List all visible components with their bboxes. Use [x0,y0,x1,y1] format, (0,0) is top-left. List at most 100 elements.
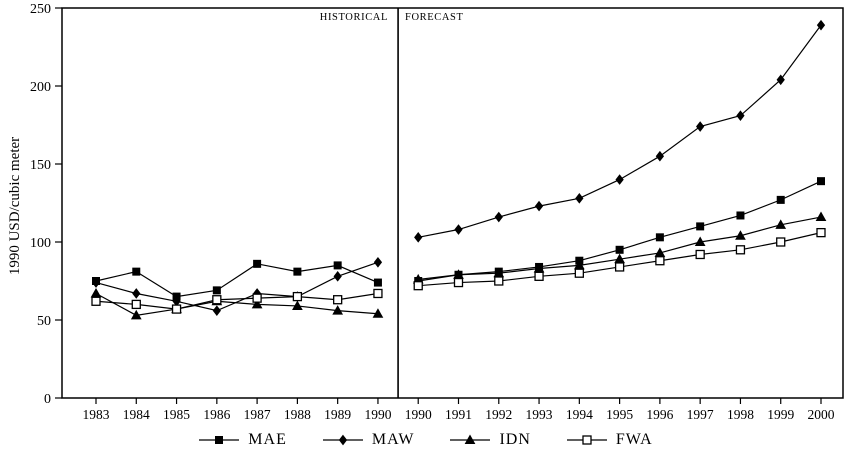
x-tick-label: 1996 [646,407,673,422]
marker-open-square [373,288,383,299]
y-tick-label: 150 [30,158,51,173]
marker-filled-triangle [372,308,384,318]
marker-filled-triangle [465,434,476,444]
x-tick-label: 1992 [485,407,512,422]
marker-open-square [212,295,222,305]
plot-frame [61,7,844,399]
marker-open-square [292,291,303,302]
filled-diamond-icon [322,434,363,446]
marker-filled-diamond [333,271,342,282]
marker-filled-square [132,267,141,276]
series-line-maw [418,24,822,238]
legend-label: MAW [371,431,415,448]
x-tick-label: 1994 [566,407,593,422]
legend: MAE MAW IDN FWA [0,427,850,453]
x-tick-label: 1990 [364,407,391,422]
marker-filled-diamond [696,121,705,132]
x-tick-label: 1989 [324,407,351,422]
y-tick-label: 250 [30,2,51,17]
legend-item-idn: IDN [448,431,530,449]
marker-open-square [735,245,746,255]
marker-open-square [695,249,705,260]
marker-filled-diamond [91,277,101,288]
legend-item-mae: MAE [197,431,287,449]
marker-filled-square [212,286,221,295]
y-tick-label: 100 [30,236,51,251]
legend-label: MAE [248,431,287,448]
marker-filled-diamond [655,150,665,162]
marker-filled-diamond [373,256,383,268]
marker-filled-triangle [90,287,102,298]
series-line-fwa [95,292,379,310]
marker-open-square [816,227,826,238]
marker-filled-square [253,259,262,268]
marker-filled-triangle [292,300,303,310]
marker-open-square [614,262,625,272]
marker-filled-square [696,222,705,231]
marker-open-square [582,435,592,445]
x-tick-label: 1998 [727,407,754,422]
marker-filled-diamond [816,19,826,31]
marker-open-square [453,277,464,288]
y-axis-label: 1990 USD/cubic meter [7,136,23,276]
y-tick-label: 50 [37,314,51,329]
marker-open-square [91,296,101,306]
marker-filled-square [655,233,664,242]
x-tick-label: 1999 [767,407,794,422]
x-tick-label: 1995 [606,407,633,422]
x-tick-label: 1983 [83,407,110,422]
x-tick-label: 1985 [163,407,190,422]
historical-label: HISTORICAL [319,12,388,23]
marker-filled-square [817,177,825,186]
marker-filled-diamond [615,174,624,185]
legend-label: IDN [499,431,531,448]
marker-filled-diamond [454,224,463,235]
legend-item-maw: MAW [321,431,415,449]
series-line-idn [95,292,378,316]
marker-open-square [655,256,665,266]
marker-open-square [333,295,343,305]
marker-filled-square [615,245,624,254]
legend-item-fwa: FWA [565,431,653,449]
marker-filled-diamond [534,200,544,212]
marker-filled-square [215,436,224,444]
x-tick-label: 1993 [526,407,553,422]
marker-filled-triangle [251,298,263,309]
marker-filled-triangle [775,219,787,229]
x-tick-label: 1984 [123,407,150,422]
marker-open-square [574,268,584,278]
marker-filled-triangle [332,305,344,315]
x-tick-label: 2000 [808,407,835,422]
filled-square-icon [199,436,240,444]
marker-open-square [413,281,423,291]
x-tick-label: 1991 [445,407,472,422]
x-tick-label: 1987 [244,407,271,422]
marker-open-square [534,271,544,281]
plot-area: 0 50 100 150 200 250 1983 1984 1985 1986 1987 1988 1… [30,2,844,422]
marker-filled-square [333,261,342,270]
x-tick-label: 1988 [284,407,311,422]
marker-filled-square [776,195,785,204]
legend-label: FWA [615,431,653,448]
marker-filled-square [736,211,745,220]
marker-filled-triangle [694,236,706,246]
marker-filled-triangle [815,211,827,222]
marker-open-square [494,276,504,286]
marker-filled-square [373,278,382,287]
marker-filled-square [293,267,302,276]
marker-filled-triangle [130,309,142,320]
y-tick-label: 200 [30,80,51,95]
series-line-mae [95,263,379,298]
marker-filled-diamond [212,305,221,316]
marker-open-square [252,293,262,303]
x-tick-label: 1997 [687,407,714,422]
marker-filled-triangle [735,230,746,240]
marker-open-square [131,299,141,310]
open-square-icon [566,435,607,445]
y-tick-label: 0 [44,392,51,407]
marker-filled-diamond [575,193,584,204]
marker-filled-diamond [338,434,347,446]
x-tick-label: 1990 [405,407,432,422]
series-line-maw [95,261,379,312]
